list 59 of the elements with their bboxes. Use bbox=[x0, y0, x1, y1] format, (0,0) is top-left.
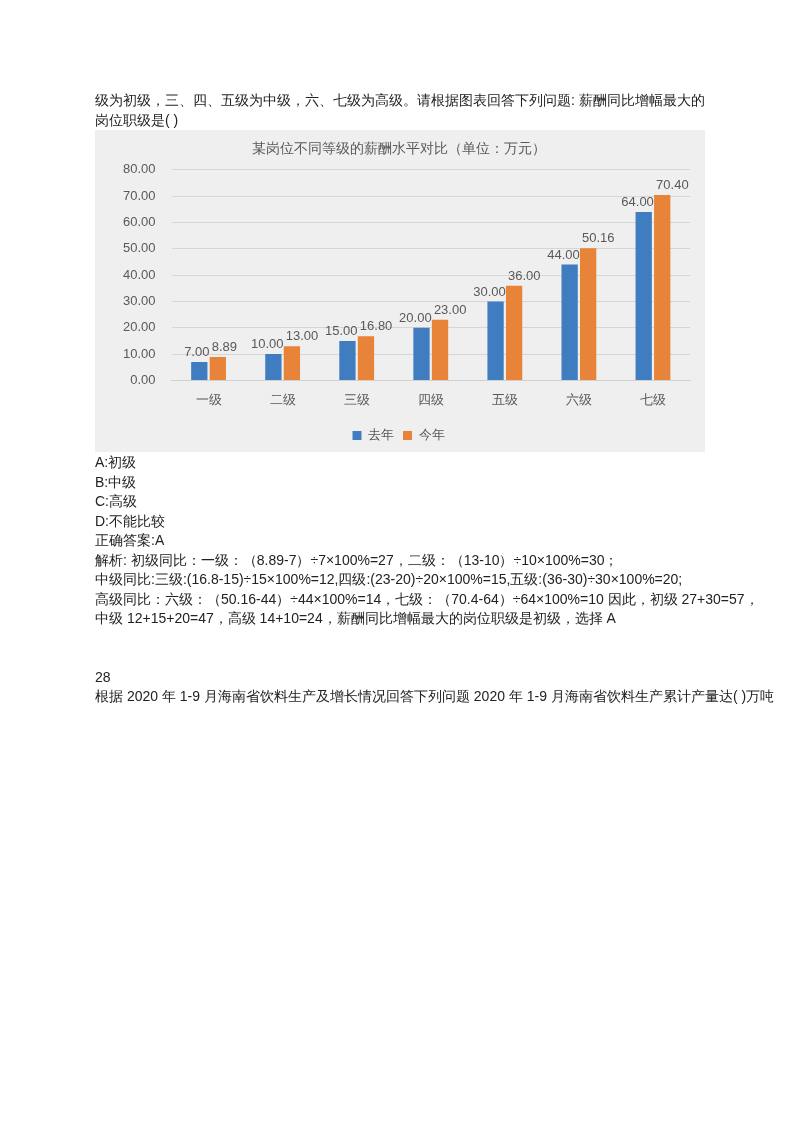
text: 中级同比:三级:(16.8-15)÷15×100%=12,四级:(23-20)÷20×100%=15,五级:(36-30)÷30×100%=20; bbox=[95, 570, 684, 589]
data-label: 30.00 bbox=[473, 283, 506, 299]
bar bbox=[265, 354, 282, 380]
data-label: 64.00 bbox=[621, 194, 654, 209]
x-tick-label: 六级 bbox=[565, 391, 592, 407]
bar bbox=[654, 195, 671, 380]
text: 中级 12+15+20=47，高级 14+10=24，薪酬同比增幅最大的岗位职级是初级，选择 A bbox=[95, 609, 617, 628]
chart-subtitle: 级为初级，三、四、五级为中级，六、七级为高级。请根据图表回答下列问题: 薪酬同比增幅最大的岗位职级是( ) bbox=[95, 91, 706, 130]
text: 解析: 初级同比：一级：（8.89-7）÷7×100%=27，二级：（13-10）÷10×100%=30； bbox=[95, 550, 620, 570]
y-tick-label: 30.00 bbox=[122, 293, 156, 308]
x-tick-label: 一级 bbox=[195, 391, 222, 407]
bar bbox=[487, 301, 504, 380]
bar bbox=[505, 285, 523, 380]
text: A:初级 bbox=[95, 453, 138, 472]
bar bbox=[561, 264, 578, 380]
data-label: 13.00 bbox=[285, 328, 319, 344]
y-tick-label: 20.00 bbox=[122, 319, 156, 335]
bar bbox=[191, 361, 208, 380]
data-label: 44.00 bbox=[547, 246, 580, 262]
bar bbox=[357, 336, 375, 380]
text: 28 bbox=[95, 667, 112, 687]
data-label: 50.16 bbox=[582, 230, 615, 246]
x-tick-label: 三级 bbox=[343, 391, 370, 407]
bar bbox=[635, 211, 652, 380]
bar bbox=[283, 346, 301, 380]
x-tick-label: 二级 bbox=[269, 391, 296, 407]
bar bbox=[209, 357, 226, 380]
text: 高级同比：六级：（50.16-44）÷44×100%=14，七级：（70.4-64）÷64×100%=10 因此，初级 27+30=57， bbox=[95, 589, 760, 609]
data-label: 23.00 bbox=[433, 301, 467, 317]
data-label: 8.89 bbox=[211, 339, 237, 355]
bar bbox=[413, 327, 430, 380]
data-label: 36.00 bbox=[507, 267, 541, 283]
data-label: 15.00 bbox=[325, 322, 358, 338]
bar bbox=[339, 340, 356, 380]
text: B:中级 bbox=[95, 472, 138, 492]
x-tick-label: 七级 bbox=[639, 391, 666, 407]
x-tick-label: 五级 bbox=[491, 391, 518, 407]
text: C:高级 bbox=[95, 492, 138, 511]
y-tick-label: 80.00 bbox=[122, 161, 156, 177]
data-label: 10.00 bbox=[250, 336, 284, 352]
data-label: 16.80 bbox=[359, 318, 393, 334]
text: 正确答案:A bbox=[95, 531, 166, 550]
data-label: 20.00 bbox=[399, 309, 432, 325]
y-tick-label: 60.00 bbox=[122, 214, 156, 230]
legend-label: 今年 bbox=[418, 427, 445, 443]
chart-title: 某岗位不同等级的薪酬水平对比（单位：万元） bbox=[251, 140, 546, 157]
y-tick-label: 10.00 bbox=[122, 345, 156, 361]
data-label: 70.40 bbox=[656, 177, 689, 193]
y-tick-label: 0.00 bbox=[130, 371, 156, 387]
x-tick-label: 四级 bbox=[417, 391, 444, 407]
legend-label: 去年 bbox=[368, 427, 394, 443]
data-label: 7.00 bbox=[184, 344, 210, 360]
text: 根据 2020 年 1-9 月海南省饮料生产及增长情况回答下列问题 2020 年 1-9 月海南省饮料生产累计产量达( )万吨 bbox=[95, 687, 775, 706]
y-tick-label: 40.00 bbox=[122, 266, 156, 282]
text: D:不能比较 bbox=[95, 511, 166, 531]
y-tick-label: 70.00 bbox=[122, 187, 156, 203]
y-tick-label: 50.00 bbox=[122, 240, 156, 256]
bar bbox=[431, 319, 449, 380]
bar bbox=[580, 248, 597, 380]
